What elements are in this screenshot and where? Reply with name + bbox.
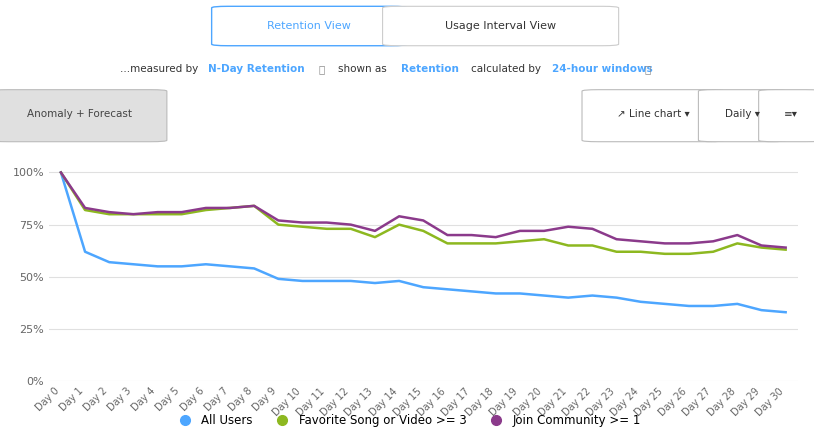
Text: ↗ Line chart ▾: ↗ Line chart ▾ [617, 109, 690, 119]
Text: ⓘ: ⓘ [644, 64, 650, 74]
Text: Retention View: Retention View [267, 21, 352, 31]
FancyBboxPatch shape [759, 90, 814, 142]
FancyBboxPatch shape [582, 90, 724, 142]
FancyBboxPatch shape [0, 90, 167, 142]
Text: Retention: Retention [400, 64, 459, 74]
Text: Anomaly + Forecast: Anomaly + Forecast [28, 109, 132, 119]
Text: ...measured by: ...measured by [120, 64, 198, 74]
Text: calculated by: calculated by [471, 64, 541, 74]
Text: Usage Interval View: Usage Interval View [445, 21, 556, 31]
Text: ⓘ: ⓘ [318, 64, 325, 74]
Text: shown as: shown as [338, 64, 387, 74]
FancyBboxPatch shape [698, 90, 786, 142]
Text: ≡▾: ≡▾ [783, 109, 798, 119]
FancyBboxPatch shape [383, 6, 619, 46]
Text: 24-hour windows: 24-hour windows [552, 64, 653, 74]
Text: N-Day Retention: N-Day Retention [208, 64, 304, 74]
Text: Daily ▾: Daily ▾ [725, 109, 759, 119]
Legend: All Users, Favorite Song or Video >= 3, Join Community >= 1: All Users, Favorite Song or Video >= 3, … [168, 410, 646, 432]
FancyBboxPatch shape [212, 6, 407, 46]
